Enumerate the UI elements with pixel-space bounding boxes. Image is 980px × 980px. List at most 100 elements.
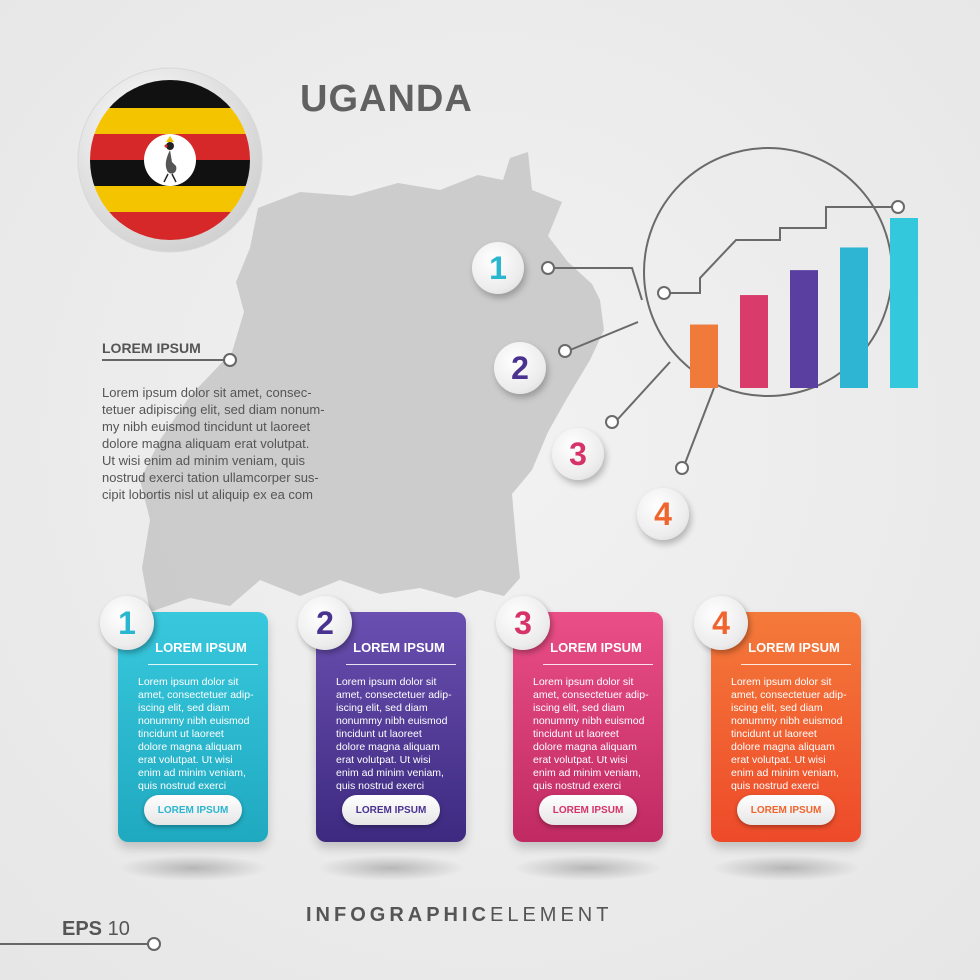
card-body-line: enim ad minim veniam, <box>533 767 641 779</box>
info-card-3: LOREM IPSUM Lorem ipsum dolor sit amet, … <box>513 612 663 842</box>
connector-lines <box>553 267 715 467</box>
card-body-line: quis nostrud exerci <box>138 780 227 792</box>
chart-bar-5 <box>890 218 918 388</box>
card-body-line: tincidunt ut laoreet <box>138 728 224 740</box>
marker-1[interactable]: 1 <box>472 242 524 294</box>
card-body-line: amet, consectetuer adip- <box>336 689 452 701</box>
card-body-line: enim ad minim veniam, <box>138 767 246 779</box>
card-shadow <box>513 855 663 881</box>
side-text-line: Ut wisi enim ad minim veniam, quis <box>102 453 306 468</box>
info-card-4: LOREM IPSUM Lorem ipsum dolor sit amet, … <box>711 612 861 842</box>
card-shadow <box>316 855 466 881</box>
chart-bar-4 <box>840 247 868 388</box>
card-body-line: nonummy nibh euismod <box>731 715 843 727</box>
card-body: Lorem ipsum dolor sit amet, consectetuer… <box>731 676 851 793</box>
card-body: Lorem ipsum dolor sit amet, consectetuer… <box>533 676 653 793</box>
side-text-line: dolore magna aliquam erat volutpat. <box>102 436 310 451</box>
card-shadow <box>711 855 861 881</box>
card-body-line: Lorem ipsum dolor sit <box>138 676 239 688</box>
card-body-line: enim ad minim veniam, <box>731 767 839 779</box>
card-body-line: tincidunt ut laoreet <box>731 728 817 740</box>
side-text-line: nostrud exerci tation ullamcorper sus- <box>102 470 319 485</box>
card-body-line: Lorem ipsum dolor sit <box>731 676 832 688</box>
bar-chart <box>690 218 918 388</box>
card-divider <box>148 664 258 665</box>
card-1-number: 1 <box>100 596 154 650</box>
card-shadow <box>118 855 268 881</box>
card-body: Lorem ipsum dolor sit amet, consectetuer… <box>336 676 456 793</box>
card-body-line: enim ad minim veniam, <box>336 767 444 779</box>
crested-crane-icon <box>144 134 196 186</box>
card-body-line: quis nostrud exerci <box>731 780 820 792</box>
card-2-button[interactable]: LOREM IPSUM <box>342 795 440 825</box>
card-body-line: quis nostrud exerci <box>336 780 425 792</box>
card-2-number: 2 <box>298 596 352 650</box>
card-body-line: erat volutpat. Ut wisi <box>533 754 628 766</box>
card-body-line: dolore magna aliquam <box>731 741 835 753</box>
card-3-number: 3 <box>496 596 550 650</box>
side-text-line: tetuer adipiscing elit, sed diam nonum- <box>102 402 325 417</box>
footer-title-bold: INFOGRAPHIC <box>306 904 490 926</box>
uganda-flag-badge <box>77 67 263 253</box>
card-divider <box>543 664 653 665</box>
card-body-line: nonummy nibh euismod <box>336 715 448 727</box>
card-body-line: dolore magna aliquam <box>138 741 242 753</box>
side-heading-dot <box>223 353 237 367</box>
card-body-line: erat volutpat. Ut wisi <box>336 754 431 766</box>
card-body-line: amet, consectetuer adip- <box>533 689 649 701</box>
trend-start-dot <box>657 286 671 300</box>
chart-bar-2 <box>740 295 768 388</box>
eps-label-bold: EPS <box>62 918 103 940</box>
side-text-line: Lorem ipsum dolor sit amet, consec- <box>102 385 312 400</box>
marker-3[interactable]: 3 <box>552 428 604 480</box>
card-body-line: amet, consectetuer adip- <box>138 689 254 701</box>
marker-4[interactable]: 4 <box>637 488 689 540</box>
card-body-line: iscing elit, sed diam <box>731 702 823 714</box>
card-body-line: amet, consectetuer adip- <box>731 689 847 701</box>
card-4-number: 4 <box>694 596 748 650</box>
chart-bar-3 <box>790 270 818 388</box>
card-body-line: iscing elit, sed diam <box>533 702 625 714</box>
card-body-line: iscing elit, sed diam <box>138 702 230 714</box>
card-title: LOREM IPSUM <box>353 640 445 655</box>
card-divider <box>741 664 851 665</box>
card-body-line: nonummy nibh euismod <box>533 715 645 727</box>
card-1-button[interactable]: LOREM IPSUM <box>144 795 242 825</box>
marker-2[interactable]: 2 <box>494 342 546 394</box>
eps-label: EPS 10 <box>62 918 130 941</box>
card-title: LOREM IPSUM <box>155 640 247 655</box>
card-body-line: erat volutpat. Ut wisi <box>138 754 233 766</box>
card-body-line: dolore magna aliquam <box>336 741 440 753</box>
side-heading: LOREM IPSUM <box>102 340 201 356</box>
info-card-2: LOREM IPSUM Lorem ipsum dolor sit amet, … <box>316 612 466 842</box>
trend-step-line <box>667 206 898 294</box>
card-body-line: Lorem ipsum dolor sit <box>533 676 634 688</box>
card-3-button[interactable]: LOREM IPSUM <box>539 795 637 825</box>
eps-version: 10 <box>107 918 130 940</box>
card-body-line: quis nostrud exerci <box>533 780 622 792</box>
chart-bar-1 <box>690 324 718 388</box>
footer-title: INFOGRAPHICELEMENT <box>306 904 612 927</box>
footer-title-light: ELEMENT <box>490 904 613 926</box>
footer-dot <box>147 937 161 951</box>
trend-end-dot <box>891 200 905 214</box>
side-text-line: my nibh euismod tincidunt ut laoreet <box>102 419 311 434</box>
card-body-line: dolore magna aliquam <box>533 741 637 753</box>
card-body-line: nonummy nibh euismod <box>138 715 250 727</box>
side-paragraph: Lorem ipsum dolor sit amet, consec- tetu… <box>102 384 372 503</box>
card-body: Lorem ipsum dolor sit amet, consectetuer… <box>138 676 258 793</box>
card-4-button[interactable]: LOREM IPSUM <box>737 795 835 825</box>
card-title: LOREM IPSUM <box>748 640 840 655</box>
card-body-line: iscing elit, sed diam <box>336 702 428 714</box>
card-body-line: tincidunt ut laoreet <box>336 728 422 740</box>
card-body-line: Lorem ipsum dolor sit <box>336 676 437 688</box>
info-card-1: LOREM IPSUM Lorem ipsum dolor sit amet, … <box>118 612 268 842</box>
connector-dots <box>541 261 689 475</box>
page-title: UGANDA <box>300 78 473 120</box>
side-text-line: cipit lobortis nisl ut aliquip ex ea com <box>102 487 313 502</box>
card-body-line: tincidunt ut laoreet <box>533 728 619 740</box>
card-body-line: erat volutpat. Ut wisi <box>731 754 826 766</box>
card-divider <box>346 664 456 665</box>
card-title: LOREM IPSUM <box>550 640 642 655</box>
